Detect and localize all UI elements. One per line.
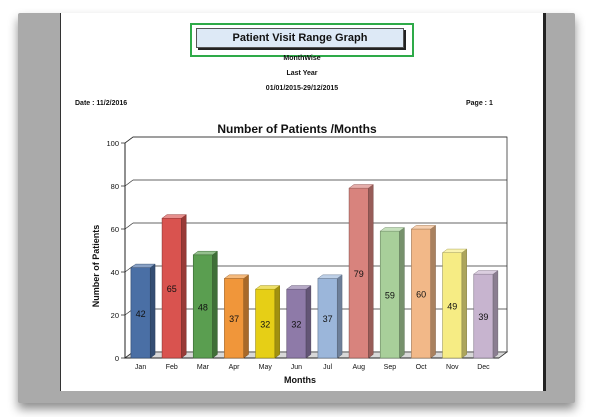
x-tick-label: Mar: [197, 364, 210, 371]
bar-top: [254, 285, 281, 290]
chart-bars: 42 65 48 37 32 32 37 79 59 60 49 39: [130, 184, 499, 359]
bar-top: [379, 227, 406, 232]
data-label: 37: [323, 314, 333, 324]
bar-top: [223, 274, 250, 279]
chart-title: Number of Patients /Months: [217, 122, 377, 136]
bar-top: [441, 248, 468, 253]
bar-dec: 39: [473, 270, 499, 359]
y-tick-label: 20: [111, 311, 119, 320]
bar-side: [274, 285, 280, 359]
data-label: 48: [198, 302, 208, 312]
y-tick-label: 60: [111, 225, 119, 234]
bar-side: [149, 263, 156, 359]
report-title: Patient Visit Range Graph: [196, 28, 404, 48]
bar-aug: 79: [348, 184, 374, 359]
bar-side: [430, 224, 436, 359]
bar-top: [473, 270, 499, 275]
report-title-highlight: Patient Visit Range Graph: [190, 23, 414, 57]
bar-top: [192, 250, 219, 256]
x-tick-label: Aug: [353, 364, 366, 371]
bar-side: [461, 248, 467, 359]
x-tick-label: Jun: [291, 364, 302, 371]
data-label: 32: [291, 320, 301, 330]
bar-oct: 60: [410, 224, 437, 359]
x-tick-label: Sep: [384, 364, 397, 371]
bar-top: [130, 263, 156, 268]
x-tick-label: Dec: [477, 364, 490, 371]
bar-sep: 59: [379, 227, 406, 359]
bar-side: [212, 250, 218, 359]
x-tick-label: May: [259, 364, 273, 371]
x-tick-label: Apr: [229, 364, 241, 371]
x-tick-label: Jul: [323, 364, 332, 371]
bar-top: [317, 274, 343, 279]
gridline-diagonal: [124, 222, 134, 230]
bar-jul: 37: [317, 274, 343, 359]
x-axis-title: Months: [284, 375, 316, 385]
bar-apr: 37: [223, 274, 250, 359]
y-tick-label: 80: [111, 182, 119, 191]
report-page-number: Page : 1: [466, 100, 493, 107]
bar-top: [410, 225, 437, 230]
report-period: Last Year: [286, 70, 318, 77]
gridline-diagonal: [124, 136, 134, 144]
bar-may: 32: [254, 285, 281, 359]
data-label: 79: [354, 269, 364, 279]
bar-jun: 32: [286, 285, 312, 359]
y-tick-label: 40: [111, 268, 119, 277]
bar-side: [243, 274, 249, 359]
gridline-diagonal: [124, 179, 134, 187]
bar-nov: 49: [441, 248, 468, 359]
x-tick-label: Jan: [135, 364, 146, 371]
report-period-type: MonthWise: [283, 55, 321, 62]
bar-top: [348, 184, 374, 189]
data-label: 42: [136, 309, 146, 319]
chart-axes: 0 20 40 60 80 100 Jan Feb Mar Apr May Jun Jul Aug Sep O…: [106, 139, 499, 371]
bar-top: [161, 214, 187, 219]
data-label: 32: [260, 320, 270, 330]
data-label: 39: [478, 312, 488, 322]
bar-side: [399, 227, 405, 359]
x-tick-label: Nov: [446, 364, 459, 371]
bar-side: [181, 214, 187, 359]
bar-chart: Number of Patients /Months Months Number…: [91, 122, 509, 385]
bar-feb: 65: [161, 214, 187, 359]
x-tick-label: Oct: [416, 364, 427, 371]
bar-side: [305, 285, 312, 359]
bar-top: [286, 285, 312, 290]
bar-side: [336, 274, 343, 359]
y-axis-title: Number of Patients: [91, 225, 101, 308]
bar-jan: 42: [130, 263, 156, 359]
report-page: Patient Visit Range Graph MonthWise Last…: [60, 13, 546, 391]
data-label: 37: [229, 314, 239, 324]
y-tick-label: 100: [106, 139, 119, 148]
bar-side: [492, 270, 499, 359]
data-label: 59: [385, 291, 395, 301]
data-label: 65: [167, 284, 177, 294]
bar-mar: 48: [192, 250, 219, 359]
data-label: 60: [416, 290, 426, 300]
x-tick-label: Feb: [166, 364, 178, 371]
bar-side: [368, 184, 374, 359]
data-label: 49: [447, 301, 457, 311]
y-tick-label: 0: [115, 354, 119, 363]
report-date: Date : 11/2/2016: [75, 100, 128, 107]
report-date-range: 01/01/2015-29/12/2015: [265, 85, 339, 92]
